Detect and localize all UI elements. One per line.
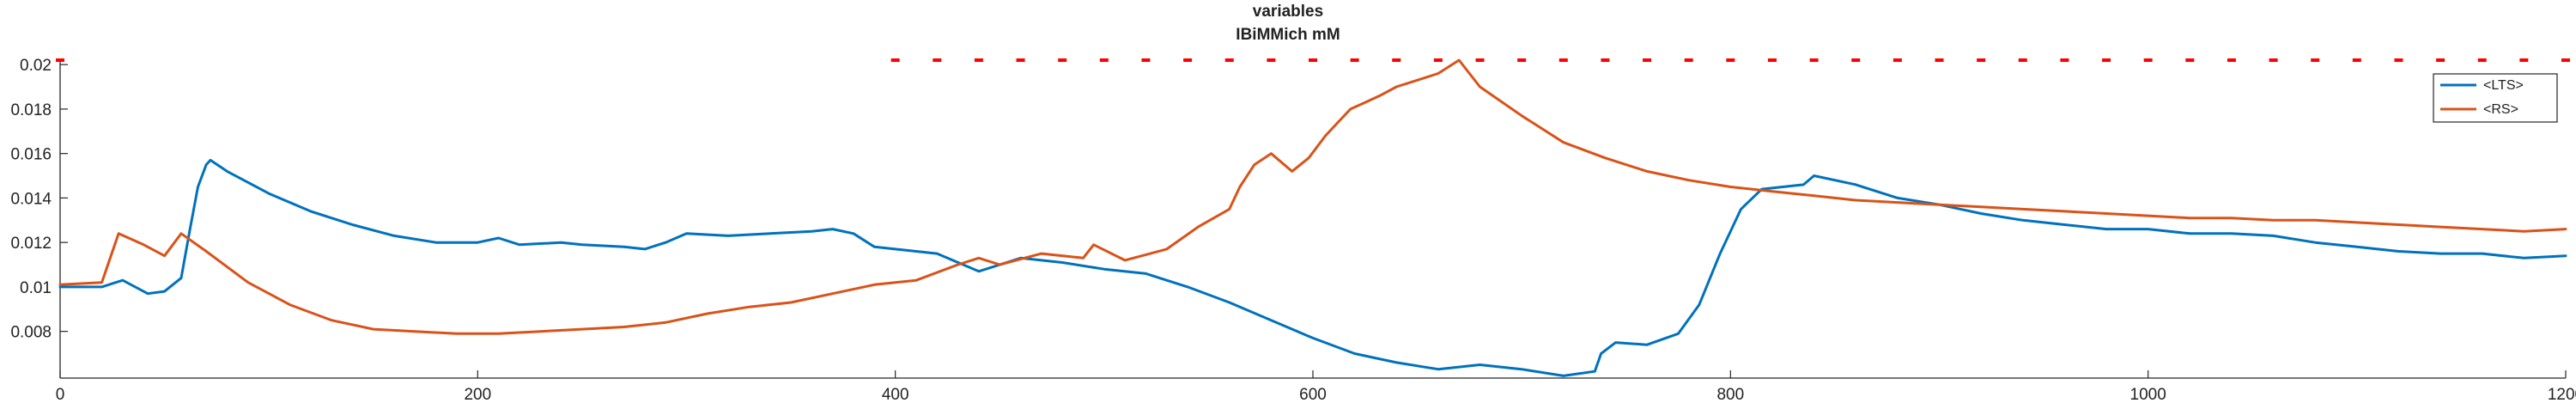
chart-title: variables xyxy=(1253,3,1323,21)
y-tick-label: 0.012 xyxy=(10,235,52,253)
x-tick-label: 800 xyxy=(1716,386,1744,403)
y-tick-label: 0.02 xyxy=(20,57,52,75)
y-tick-label: 0.014 xyxy=(10,190,52,208)
plot-marks xyxy=(56,58,2570,377)
series-line-rs xyxy=(58,58,2567,335)
x-tick-label: 0 xyxy=(56,386,65,403)
x-tick-label: 200 xyxy=(464,386,491,403)
series-line-lts xyxy=(58,158,2567,377)
legend-label-rs: <RS> xyxy=(2483,102,2518,117)
legend: <LTS> <RS> xyxy=(2433,73,2558,123)
y-tick-label: 0.01 xyxy=(20,279,52,297)
y-tick-label: 0.016 xyxy=(10,146,52,164)
x-tick-label: 1000 xyxy=(2130,386,2166,403)
y-tick-label: 0.018 xyxy=(10,101,52,119)
chart-subtitle: IBiMMich mM xyxy=(1236,26,1340,44)
y-tick-label: 0.008 xyxy=(10,324,52,342)
x-tick-label: 400 xyxy=(882,386,909,403)
x-tick-label: 600 xyxy=(1299,386,1327,403)
legend-label-lts: <LTS> xyxy=(2483,78,2524,93)
legend-box xyxy=(2433,73,2558,123)
